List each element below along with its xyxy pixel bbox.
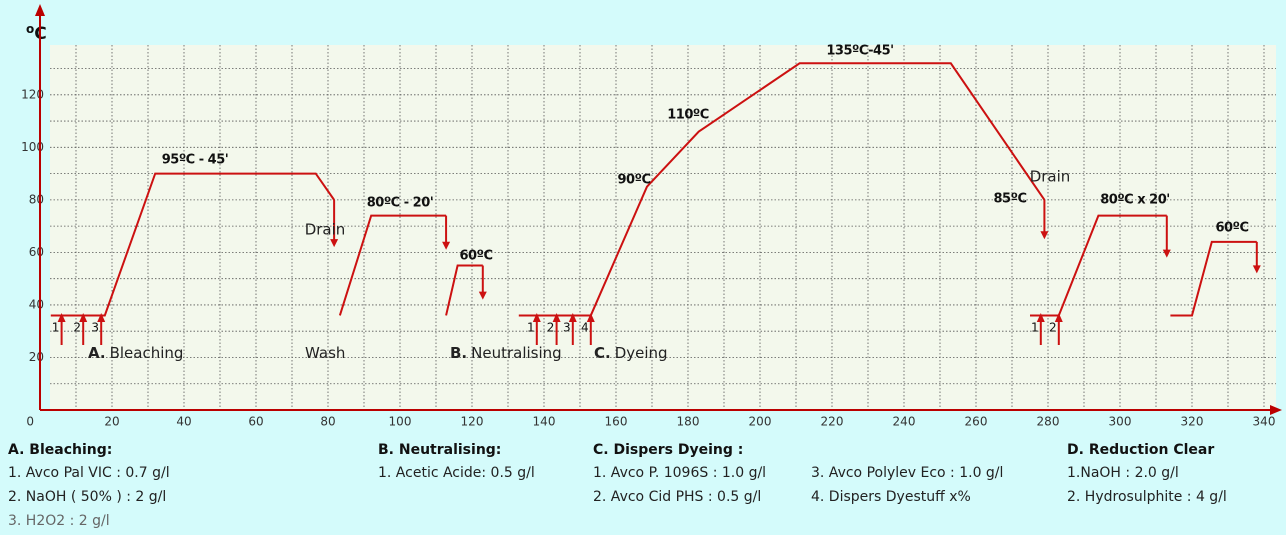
dosing-arrow-head [1054,313,1063,322]
dosing-arrow-head [1036,313,1045,322]
annotation: 60ºC [1216,221,1249,236]
annotation: 60ºC [460,249,493,264]
drain-arrow-head [330,239,339,248]
recipe-item: 3. H2O2 : 2 g/l [8,513,110,529]
x-tick-label: 140 [533,415,556,429]
stage-key: B. [450,344,467,362]
x-tick-label: 100 [389,415,412,429]
recipe-title: C. Dispers Dyeing : [593,442,743,458]
recipe-item: 1.NaOH : 2.0 g/l [1067,465,1179,481]
dosing-arrow-head [568,313,577,322]
recipe-item: 2. Hydrosulphite : 4 g/l [1067,489,1227,505]
y-tick-label: 20 [29,350,44,364]
stage-text: Neutralising [471,344,562,362]
x-tick-label: 180 [677,415,700,429]
dosing-arrow-head [552,313,561,322]
y-unit: oC [26,22,47,45]
x-tick-label: 20 [104,415,119,429]
dosing-label: 3 [91,321,99,335]
drain-arrow-head [442,241,451,250]
dosing-label: 2 [1049,321,1057,335]
stage-label: C. Dyeing [594,344,668,362]
y-tick-label: 80 [29,192,44,206]
annotation: 90ºC [618,173,651,188]
recipe-title: D. Reduction Clear [1067,442,1214,458]
y-tick-label: 0 [26,415,34,429]
x-tick-label: 240 [893,415,916,429]
annotation: 80ºC x 20' [1100,193,1169,208]
dosing-arrow-head [532,313,541,322]
plot-area [50,45,1276,410]
x-tick-label: 220 [821,415,844,429]
stage-label: B. Neutralising [450,344,562,362]
dosing-label: 4 [581,321,589,335]
x-tick-label: 160 [605,415,628,429]
recipe-item: 3. Avco Polylev Eco : 1.0 g/l [811,465,1003,481]
x-tick-label: 80 [320,415,335,429]
stage-label: Wash [305,344,345,362]
x-tick-label: 120 [461,415,484,429]
recipe-item: 4. Dispers Dyestuff x% [811,489,971,505]
annotation: 110ºC [667,108,709,123]
drain-arrow-head [1040,231,1049,240]
annotation: 95ºC - 45' [162,153,228,168]
stage-text: Wash [305,344,345,362]
recipe-item: 2. NaOH ( 50% ) : 2 g/l [8,489,166,505]
stage-key: C. [594,344,611,362]
dosing-label: 3 [563,321,571,335]
dosing-label: 2 [547,321,555,335]
dosing-arrow-head [79,313,88,322]
drain-arrow-head [1162,249,1171,258]
dosing-arrow-head [97,313,106,322]
x-axis-arrow [1270,405,1282,415]
recipe-item: 1. Acetic Acide: 0.5 g/l [378,465,535,481]
recipe-item: 1. Avco Pal VIC : 0.7 g/l [8,465,170,481]
x-tick-label: 260 [965,415,988,429]
stage-text: Bleaching [110,344,184,362]
annotation: 135ºC-45' [826,44,893,59]
recipe-title: A. Bleaching: [8,442,112,458]
dosing-label: 1 [527,321,535,335]
x-tick-label: 200 [749,415,772,429]
dosing-label: 2 [73,321,81,335]
x-tick-label: 280 [1037,415,1060,429]
annotation: Drain [305,221,346,239]
stage-key: A. [88,344,106,362]
y-axis-arrow [35,4,45,16]
drain-arrow-head [1252,265,1261,274]
stage-text: Dyeing [615,344,668,362]
annotation: 80ºC - 20' [367,196,433,211]
recipe-item: 1. Avco P. 1096S : 1.0 g/l [593,465,766,481]
x-tick-label: 300 [1109,415,1132,429]
dosing-arrow-head [586,313,595,322]
dosing-arrow-head [57,313,66,322]
annotation: Drain [1030,168,1071,186]
y-tick-label: 120 [21,87,44,101]
annotation: 85ºC [994,192,1027,207]
y-tick-label: 60 [29,245,44,259]
x-tick-label: 40 [176,415,191,429]
recipe-title: B. Neutralising: [378,442,501,458]
y-tick-label: 40 [29,297,44,311]
dosing-label: 1 [1031,321,1039,335]
x-tick-label: 60 [248,415,263,429]
profile-line [50,62,1257,317]
dosing-label: 1 [52,321,60,335]
y-unit-sup: o [26,22,34,36]
x-tick-label: 340 [1253,415,1276,429]
stage-label: A. Bleaching [88,344,183,362]
x-tick-label: 320 [1181,415,1204,429]
drain-arrow-head [478,291,487,300]
y-tick-label: 100 [21,140,44,154]
recipe-item: 2. Avco Cid PHS : 0.5 g/l [593,489,761,505]
